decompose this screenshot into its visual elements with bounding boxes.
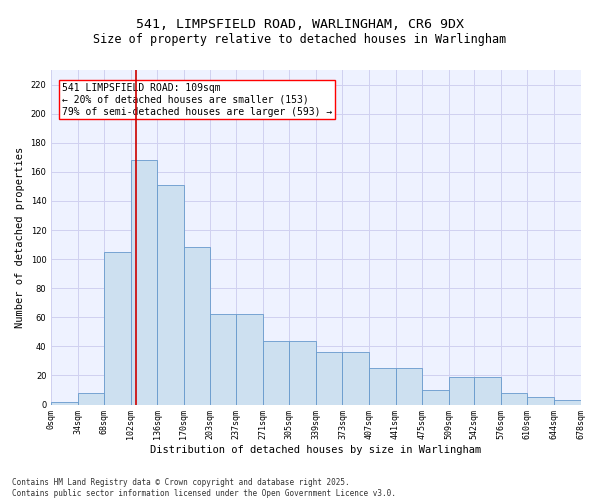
Bar <box>316 352 343 405</box>
Bar <box>263 340 289 404</box>
Text: 541 LIMPSFIELD ROAD: 109sqm
← 20% of detached houses are smaller (153)
79% of se: 541 LIMPSFIELD ROAD: 109sqm ← 20% of det… <box>62 84 332 116</box>
Bar <box>131 160 157 404</box>
Text: 541, LIMPSFIELD ROAD, WARLINGHAM, CR6 9DX: 541, LIMPSFIELD ROAD, WARLINGHAM, CR6 9D… <box>136 18 464 30</box>
Bar <box>422 390 449 404</box>
Bar <box>343 352 369 405</box>
Bar <box>527 398 554 404</box>
Text: Size of property relative to detached houses in Warlingham: Size of property relative to detached ho… <box>94 32 506 46</box>
Bar <box>449 377 475 404</box>
Bar <box>210 314 236 404</box>
Bar <box>157 185 184 404</box>
Text: Contains HM Land Registry data © Crown copyright and database right 2025.
Contai: Contains HM Land Registry data © Crown c… <box>12 478 396 498</box>
Bar <box>51 402 78 404</box>
Bar <box>236 314 263 404</box>
Bar <box>289 340 316 404</box>
Bar <box>369 368 395 405</box>
Bar <box>395 368 422 405</box>
Bar <box>184 248 210 404</box>
Bar <box>78 393 104 404</box>
Y-axis label: Number of detached properties: Number of detached properties <box>15 146 25 328</box>
Bar <box>475 377 501 404</box>
Bar <box>501 393 527 404</box>
Bar <box>554 400 581 404</box>
Bar <box>104 252 131 404</box>
X-axis label: Distribution of detached houses by size in Warlingham: Distribution of detached houses by size … <box>150 445 482 455</box>
